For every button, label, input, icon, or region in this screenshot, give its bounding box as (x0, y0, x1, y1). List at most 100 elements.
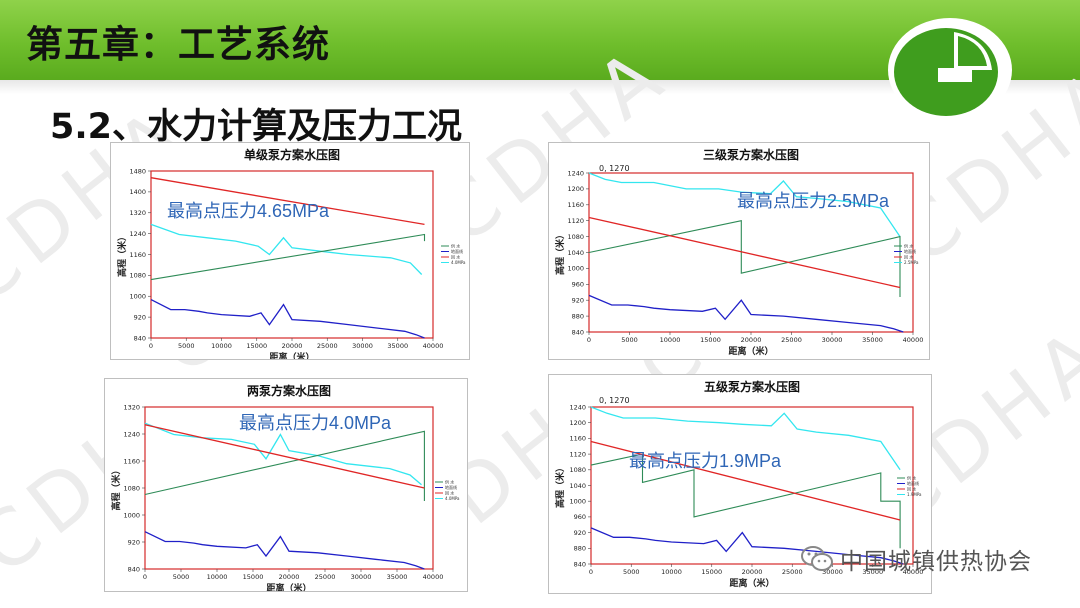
x-axis-label: 距离（米） (266, 582, 311, 591)
y-tick-label: 1040 (569, 482, 586, 490)
cdha-logo (888, 18, 1012, 122)
y-tick-label: 1080 (567, 233, 584, 241)
series-line-supply (150, 233, 426, 281)
chart-panel-two-pump: 两泵方案水压图 840 920 1000 1080 1160 1240 1320 0 5000 10… (104, 378, 468, 592)
x-tick-label: 25000 (317, 342, 338, 350)
legend-label: 地面线 (907, 480, 919, 486)
y-tick-label: 1080 (569, 466, 586, 474)
y-tick-label: 840 (128, 565, 140, 573)
x-tick-label: 35000 (862, 568, 883, 576)
y-tick-label: 960 (574, 513, 586, 521)
max-pressure-annotation: 最高点压力4.0MPa (239, 413, 392, 433)
x-tick-label: 25000 (315, 573, 336, 581)
x-tick-label: 5000 (178, 342, 195, 350)
legend-label: 地面线 (445, 484, 457, 490)
y-axis-label: 高程（米） (554, 463, 566, 508)
x-tick-label: 30000 (351, 573, 372, 581)
x-tick-label: 10000 (211, 342, 232, 350)
section-title: 5.2、水力计算及压力工况 (50, 107, 463, 147)
y-tick-label: 1040 (567, 249, 584, 257)
corner-coordinate-label: 0, 1270 (599, 164, 630, 173)
y-tick-label: 920 (134, 313, 146, 321)
y-tick-label: 1000 (129, 293, 146, 301)
footer-brand: 中国城镇供热协会 (800, 542, 1032, 576)
x-tick-label: 40000 (423, 573, 444, 581)
x-tick-label: 15000 (700, 336, 721, 344)
y-tick-label: 920 (574, 529, 586, 537)
y-tick-label: 1160 (567, 201, 584, 209)
x-tick-label: 5000 (173, 573, 190, 581)
pressure-chart-single-pump: 单级泵方案水压图 840 920 1000 1080 1160 1240 1320 1400 14… (116, 147, 466, 359)
x-tick-label: 40000 (423, 342, 444, 350)
x-tick-label: 20000 (279, 573, 300, 581)
y-tick-label: 1080 (123, 484, 140, 492)
page-title: 第五章：工艺系统 (26, 23, 330, 66)
x-tick-label: 0 (149, 342, 153, 350)
max-pressure-annotation: 最高点压力4.65MPa (167, 201, 330, 221)
y-tick-label: 960 (572, 281, 584, 289)
x-tick-label: 5000 (621, 336, 638, 344)
x-tick-label: 10000 (661, 568, 682, 576)
series-line-supply (590, 453, 901, 549)
series-line-supply (588, 220, 901, 297)
y-tick-label: 840 (134, 334, 146, 342)
x-tick-label: 40000 (903, 568, 924, 576)
legend-label: 4.0MPa (445, 496, 460, 501)
legend-label: 4.0MPa (451, 260, 466, 265)
series-line-ground (144, 531, 425, 570)
y-tick-label: 880 (572, 312, 584, 320)
x-tick-label: 15000 (246, 342, 267, 350)
series-line-cyan (150, 223, 423, 275)
y-tick-label: 1160 (123, 457, 140, 465)
corner-coordinate-label: 0, 1270 (599, 396, 630, 405)
series-line-ground (588, 294, 904, 333)
legend-label: 回 水 (907, 486, 916, 492)
header-shadow (0, 80, 1080, 94)
legend-label: 地面线 (451, 248, 463, 254)
legend-label: 回 水 (445, 490, 454, 496)
y-tick-label: 1320 (123, 403, 140, 411)
y-tick-label: 840 (572, 328, 584, 336)
y-tick-label: 1080 (129, 272, 146, 280)
x-tick-label: 0 (143, 573, 147, 581)
y-tick-label: 1240 (129, 230, 146, 238)
y-tick-label: 1120 (569, 450, 586, 458)
y-tick-label: 1120 (567, 217, 584, 225)
series-line-cyan (590, 406, 901, 471)
max-pressure-annotation: 最高点压力2.5MPa (737, 191, 890, 211)
y-axis-label: 高程（米） (116, 232, 128, 277)
x-axis-label: 距离（米） (729, 577, 774, 589)
x-tick-label: 20000 (741, 336, 762, 344)
x-tick-label: 30000 (822, 336, 843, 344)
legend-label: 1.9MPa (907, 492, 922, 497)
pressure-chart-two-pump: 两泵方案水压图 840 920 1000 1080 1160 1240 1320 0 5000 10… (110, 383, 460, 591)
legend-label: 地面线 (904, 248, 916, 254)
y-axis-label: 高程（米） (110, 465, 122, 510)
series-line-return (588, 216, 901, 289)
y-axis-label: 高程（米） (554, 230, 566, 275)
y-tick-label: 1000 (123, 511, 140, 519)
x-tick-label: 40000 (903, 336, 924, 344)
chart-title: 五级泵方案水压图 (704, 379, 800, 394)
y-tick-label: 1200 (569, 419, 586, 427)
x-tick-label: 0 (587, 336, 591, 344)
y-tick-label: 1200 (567, 185, 584, 193)
x-tick-label: 10000 (207, 573, 228, 581)
chart-title: 三级泵方案水压图 (703, 147, 799, 162)
chart-title: 两泵方案水压图 (247, 383, 331, 398)
y-tick-label: 880 (574, 545, 586, 553)
chart-panel-single-pump: 单级泵方案水压图 840 920 1000 1080 1160 1240 1320 1400 14… (110, 142, 470, 360)
x-tick-label: 15000 (243, 573, 264, 581)
series-line-cyan (588, 172, 901, 237)
wechat-icon (801, 546, 833, 571)
x-tick-label: 20000 (282, 342, 303, 350)
x-tick-label: 10000 (660, 336, 681, 344)
y-tick-label: 1160 (129, 251, 146, 259)
x-tick-label: 20000 (742, 568, 763, 576)
x-tick-label: 15000 (701, 568, 722, 576)
x-tick-label: 0 (589, 568, 593, 576)
x-tick-label: 35000 (387, 573, 408, 581)
y-tick-label: 1160 (569, 435, 586, 443)
series-line-return (144, 424, 425, 489)
footer-text: 中国城镇供热协会 (840, 549, 1032, 575)
